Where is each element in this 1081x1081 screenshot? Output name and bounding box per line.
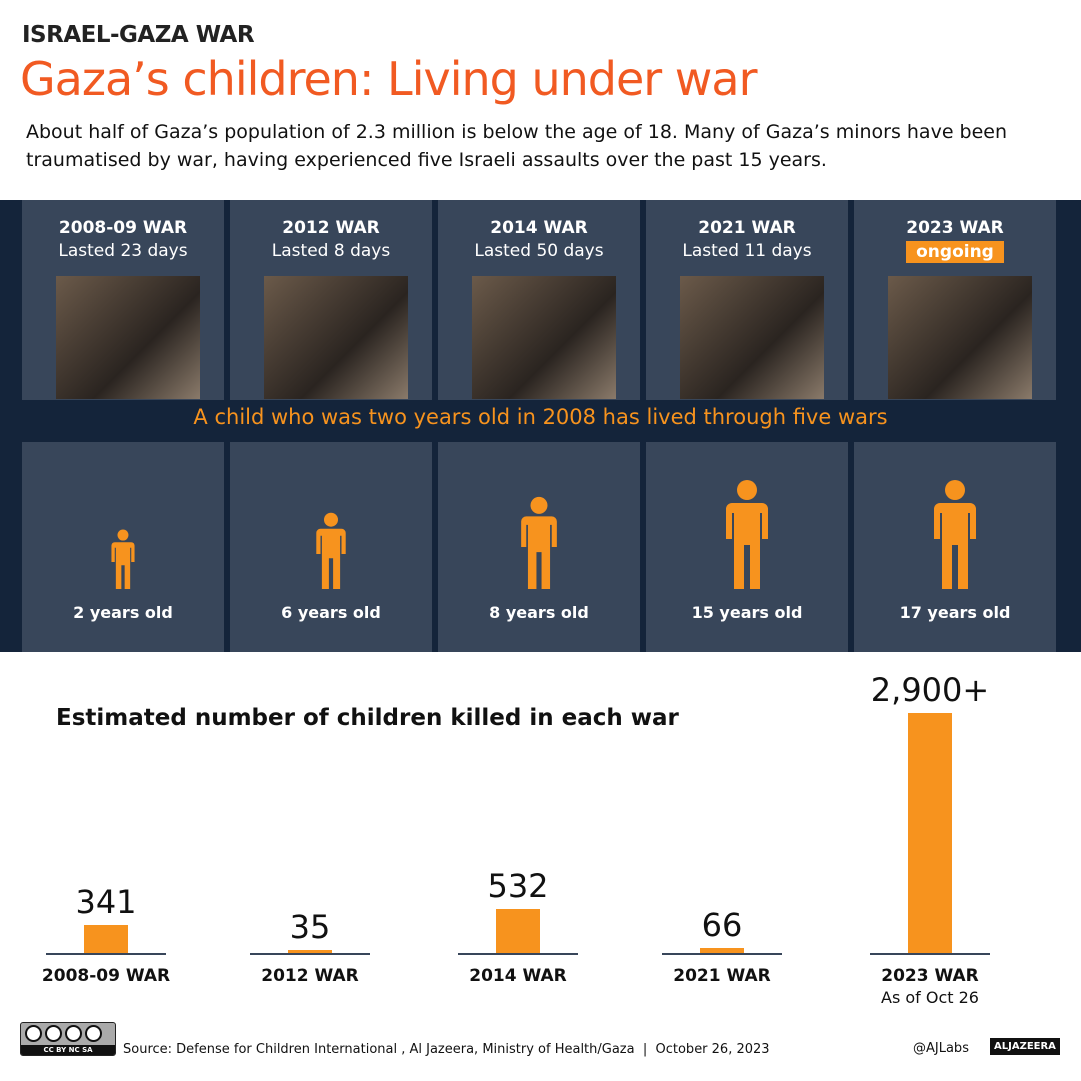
war-duration: Lasted 11 days xyxy=(682,241,812,261)
age-panel: 6 years old xyxy=(230,442,432,652)
war-panel: 2012 WAR Lasted 8 days xyxy=(230,200,432,400)
war-name: 2021 WAR xyxy=(698,218,796,238)
war-duration: Lasted 23 days xyxy=(58,241,188,261)
kicker: ISRAEL-GAZA WAR xyxy=(22,22,255,48)
aljazeera-logo: ALJAZEERA xyxy=(990,1038,1060,1055)
child-figure-icon xyxy=(111,529,135,589)
bar xyxy=(700,947,744,953)
data-label: 341 xyxy=(75,882,137,921)
child-figure-icon xyxy=(934,480,976,589)
war-name: 2023 WAR xyxy=(906,218,1004,238)
age-label: 15 years old xyxy=(691,603,803,622)
war-duration: Lasted 50 days xyxy=(474,241,604,261)
cc-license-badge: CC BY NC SA xyxy=(20,1022,116,1056)
war-photo xyxy=(56,276,200,399)
baseline xyxy=(250,953,370,955)
baseline xyxy=(870,953,990,955)
war-panel: 2021 WAR Lasted 11 days xyxy=(646,200,848,400)
category-label: 2021 WAR xyxy=(673,966,771,986)
age-label: 8 years old xyxy=(489,603,589,622)
war-photo xyxy=(888,276,1032,399)
bar xyxy=(288,950,332,953)
baseline xyxy=(46,953,166,955)
war-name: 2012 WAR xyxy=(282,218,380,238)
ongoing-badge: ongoing xyxy=(906,241,1004,263)
war-photo xyxy=(680,276,824,399)
war-photo xyxy=(264,276,408,399)
age-panel: 17 years old xyxy=(854,442,1056,652)
banner-text: A child who was two years old in 2008 ha… xyxy=(193,405,888,429)
bar xyxy=(908,713,952,953)
category-label: 2008-09 WAR xyxy=(41,966,171,986)
war-photo xyxy=(472,276,616,399)
category-label: 2012 WAR xyxy=(261,966,359,986)
war-name: 2008-09 WAR xyxy=(58,218,188,238)
page-title: Gaza’s children: Living under war xyxy=(20,52,758,106)
handle: @AJLabs xyxy=(913,1041,969,1056)
war-panel: 2008-09 WAR Lasted 23 days xyxy=(22,200,224,400)
war-duration: Lasted 8 days xyxy=(271,241,391,261)
data-label: 532 xyxy=(487,866,549,905)
child-figure-icon xyxy=(316,512,346,589)
age-panel: 15 years old xyxy=(646,442,848,652)
age-label: 2 years old xyxy=(73,603,173,622)
age-panel: 2 years old xyxy=(22,442,224,652)
baseline xyxy=(458,953,578,955)
category-label: 2014 WAR xyxy=(469,966,567,986)
chart-title: Estimated number of children killed in e… xyxy=(56,705,679,731)
intro-text: About half of Gaza’s population of 2.3 m… xyxy=(26,121,1008,171)
child-figure-icon xyxy=(521,496,557,589)
age-label: 6 years old xyxy=(281,603,381,622)
war-panel: 2014 WAR Lasted 50 days xyxy=(438,200,640,400)
category-label: 2023 WAR xyxy=(881,966,979,986)
data-label: 66 xyxy=(701,905,743,944)
asof-note: As of Oct 26 xyxy=(881,988,979,1007)
baseline xyxy=(662,953,782,955)
cc-license-icon xyxy=(25,1025,102,1042)
age-panel: 8 years old xyxy=(438,442,640,652)
child-figure-icon xyxy=(726,480,768,589)
war-name: 2014 WAR xyxy=(490,218,588,238)
source-text: Source: Defense for Children Internation… xyxy=(123,1042,770,1057)
bar xyxy=(496,908,540,953)
data-label: 2,900+ xyxy=(870,671,990,709)
license-text: CC BY NC SA xyxy=(21,1045,115,1055)
bar xyxy=(84,924,128,953)
war-panel: 2023 WAR ongoing xyxy=(854,200,1056,400)
age-label: 17 years old xyxy=(899,603,1011,622)
data-label: 35 xyxy=(289,908,331,947)
